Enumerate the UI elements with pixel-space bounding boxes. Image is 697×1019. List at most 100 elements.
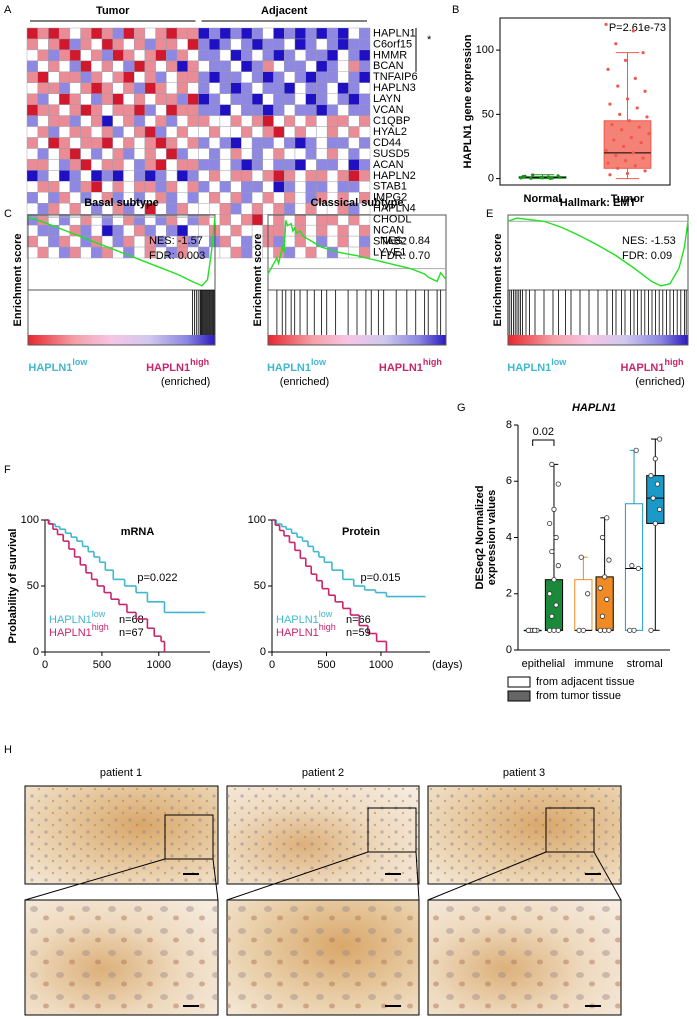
heatmap-cell <box>58 71 71 83</box>
heatmap-cell <box>198 71 210 83</box>
heatmap-cell <box>26 38 38 51</box>
heatmap-cell <box>359 159 371 171</box>
y-axis-label: expression values <box>486 490 498 585</box>
heatmap-cell <box>337 159 349 171</box>
heatmap-cell <box>166 203 178 215</box>
heatmap-cell <box>155 49 167 62</box>
y-tick-label: 0 <box>260 646 266 658</box>
heatmap-cell <box>26 82 38 94</box>
data-point <box>627 627 633 633</box>
heatmap-cell <box>209 170 221 182</box>
rank-bar <box>508 335 688 345</box>
heatmap-cell <box>176 170 188 182</box>
heatmap-cell <box>219 93 231 105</box>
heatmap-cell <box>316 104 328 116</box>
data-point <box>633 76 637 80</box>
panel-label: C <box>4 208 12 220</box>
heatmap-cell <box>187 38 199 51</box>
y-axis-label: Enrichment score <box>252 234 264 327</box>
heatmap-cell <box>305 82 317 94</box>
heatmap-cell <box>187 148 199 160</box>
x-tick-label: 0 <box>269 659 275 671</box>
row-label: LAYN <box>373 93 401 105</box>
heatmap-cell <box>133 246 146 259</box>
heatmap-cell <box>273 137 285 149</box>
heatmap-cell <box>198 82 210 94</box>
heatmap-cell <box>348 159 360 171</box>
label-sup: high <box>319 622 336 632</box>
heatmap-cell <box>198 60 210 73</box>
heatmap-cell <box>166 38 178 51</box>
heatmap-cell <box>80 104 92 116</box>
heatmap-cell <box>316 82 328 94</box>
heatmap-cell <box>37 159 49 171</box>
annotation: NES: -1.57 <box>149 235 203 247</box>
heatmap-cell <box>337 104 349 116</box>
heatmap-cell <box>155 170 167 182</box>
label-sup: low <box>311 357 327 367</box>
heatmap-cell <box>305 224 317 237</box>
data-point <box>610 123 614 127</box>
heatmap-cell <box>294 192 306 204</box>
heatmap-cell <box>262 148 274 160</box>
heatmap-cell <box>112 170 124 182</box>
label-base: HAPLN1 <box>28 362 72 374</box>
heatmap-cell <box>69 82 81 94</box>
heatmap-cell <box>133 49 146 62</box>
y-tick-label: 6 <box>506 475 512 487</box>
heatmap-cell <box>112 115 124 127</box>
heatmap-cell <box>251 137 264 149</box>
heatmap-cell <box>123 49 135 62</box>
data-point <box>612 138 616 142</box>
heatmap-cell <box>294 115 306 127</box>
heatmap-cell <box>101 148 113 160</box>
annotation: NES: -1.53 <box>622 235 676 247</box>
heatmap-cell <box>133 115 146 127</box>
heatmap-cell <box>251 71 264 83</box>
heatmap-cell <box>198 49 210 62</box>
heatmap-cell <box>359 38 371 51</box>
rank-bar <box>268 335 446 345</box>
heatmap-cell <box>123 235 135 248</box>
heatmap-cell <box>273 213 285 226</box>
heatmap-cell <box>359 213 371 226</box>
heatmap-cell <box>37 27 49 40</box>
heatmap-cell <box>284 148 296 160</box>
heatmap-cell <box>251 203 264 215</box>
data-point <box>635 106 639 110</box>
heatmap-cell <box>251 148 264 160</box>
heatmap-cell <box>326 213 339 226</box>
data-point <box>639 141 643 145</box>
heatmap-cell <box>155 93 167 105</box>
heatmap-cell <box>326 181 339 193</box>
row-label: C1QBP <box>373 115 410 127</box>
heatmap-cell <box>58 235 71 248</box>
heatmap-cell <box>80 71 92 83</box>
heatmap-cell <box>305 71 317 83</box>
heatmap-cell <box>284 203 296 215</box>
heatmap-cell <box>241 27 253 40</box>
heatmap-cell <box>26 159 38 171</box>
heatmap-cell <box>348 82 360 94</box>
heatmap-cell <box>37 38 49 51</box>
data-point <box>604 22 608 27</box>
heatmap-cell <box>241 148 253 160</box>
heatmap-cell <box>219 49 231 62</box>
heatmap-cell <box>348 213 360 226</box>
heatmap-cell <box>123 93 135 105</box>
heatmap-cell <box>69 246 81 259</box>
data-point <box>650 495 656 501</box>
heatmap-cell <box>155 60 167 73</box>
heatmap-cell <box>305 93 317 105</box>
data-point <box>606 67 610 71</box>
heatmap-cell <box>209 49 221 62</box>
heatmap-cell <box>305 159 317 171</box>
data-point <box>637 125 641 129</box>
zoom-guides <box>24 807 622 901</box>
heatmap-cell <box>251 82 264 94</box>
heatmap-cell <box>273 93 285 105</box>
heatmap-cell <box>348 137 360 149</box>
heatmap-cell <box>58 203 71 215</box>
data-point <box>652 456 658 462</box>
heatmap-cell <box>112 93 124 105</box>
